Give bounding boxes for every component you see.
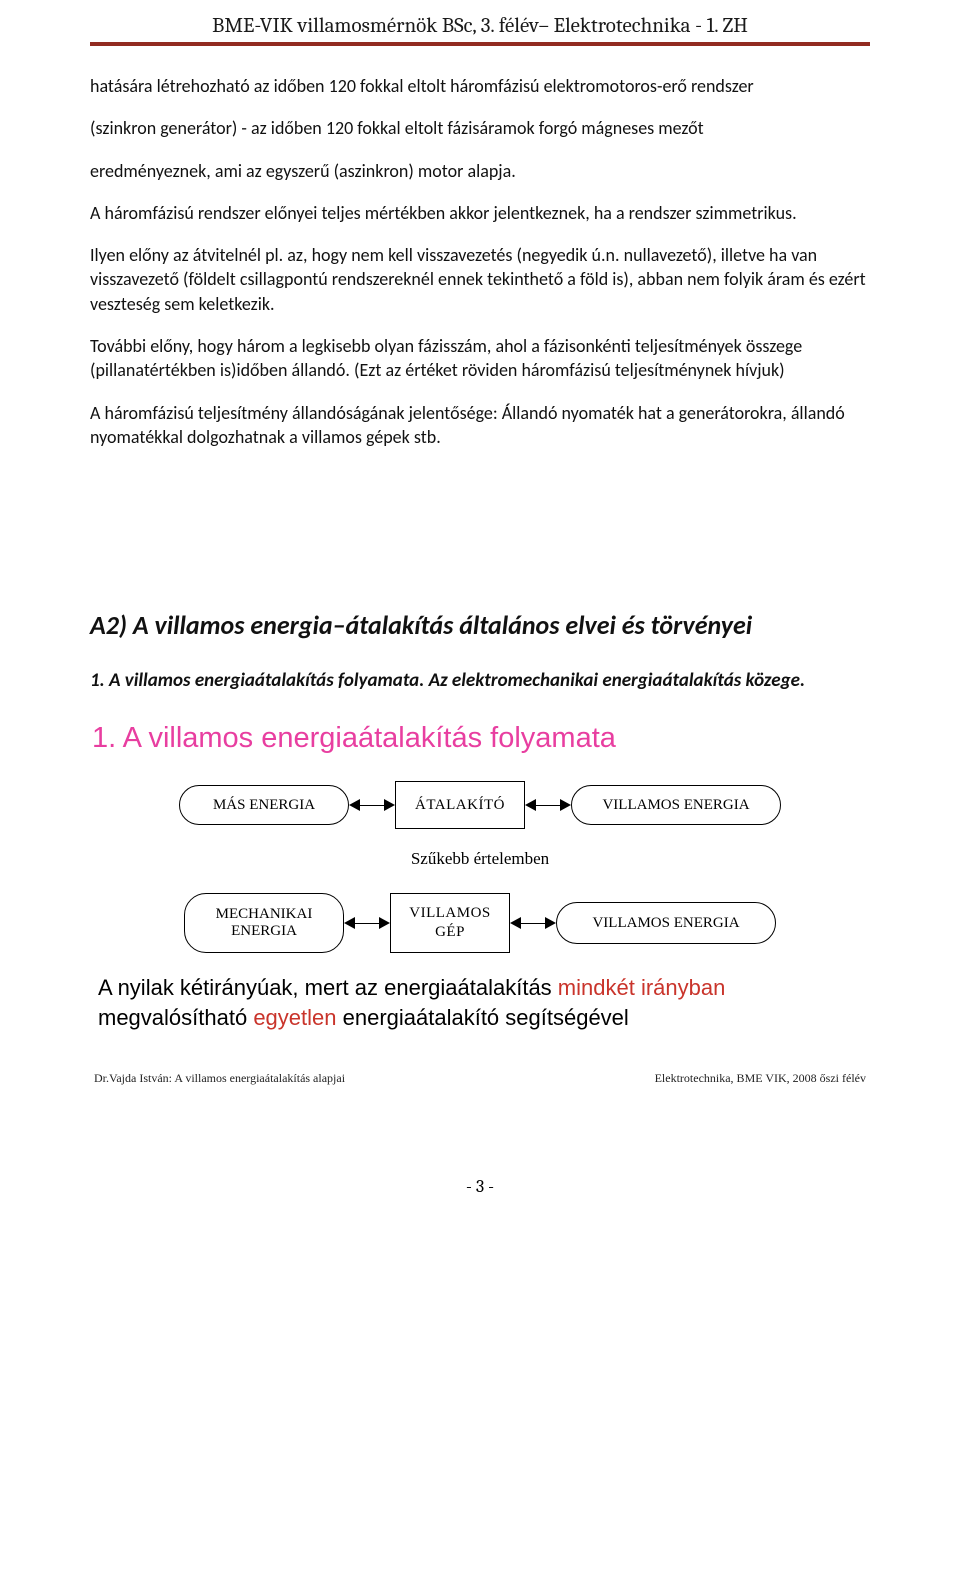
text-plain: megvalósítható — [98, 1005, 253, 1030]
slide-footer: Dr.Vajda István: A villamos energiaátala… — [90, 1071, 870, 1086]
slide-paragraph: A nyilak kétirányúak, mert az energiaáta… — [98, 973, 870, 1032]
double-arrow-icon — [510, 913, 556, 933]
flow-node-electric-energy-2: VILLAMOS ENERGIA — [556, 902, 776, 944]
page-number: 3 — [90, 1176, 870, 1197]
paragraph: A háromfázisú rendszer előnyei teljes mé… — [90, 201, 870, 225]
paragraph: hatására létrehozható az időben 120 fokk… — [90, 74, 870, 98]
double-arrow-icon — [349, 795, 395, 815]
flow-node-electric-machine: VILLAMOS GÉP — [390, 893, 510, 953]
double-arrow-icon — [525, 795, 571, 815]
slide-title: 1. A villamos energiaátalakítás folyamat… — [92, 722, 870, 755]
header-rule — [90, 42, 870, 46]
flow-node-other-energy: MÁS ENERGIA — [179, 785, 349, 825]
flow-node-electric-energy: VILLAMOS ENERGIA — [571, 785, 781, 825]
paragraph: A háromfázisú teljesítmény állandóságána… — [90, 401, 870, 450]
flow-node-converter: ÁTALAKÍTÓ — [395, 781, 525, 829]
flow-node-mechanical-energy: MECHANIKAI ENERGIA — [184, 893, 344, 953]
flow-row-1: MÁS ENERGIA ÁTALAKÍTÓ VILLAMOS ENERGIA — [90, 781, 870, 829]
slide-footer-left: Dr.Vajda István: A villamos energiaátala… — [94, 1071, 345, 1086]
paragraph: További előny, hogy három a legkisebb ol… — [90, 334, 870, 383]
paragraph: eredményeznek, ami az egyszerű (aszinkro… — [90, 159, 870, 183]
slide-footer-right: Elektrotechnika, BME VIK, 2008 őszi félé… — [655, 1071, 866, 1086]
section-heading: A2) A villamos energia–átalakítás általá… — [90, 609, 870, 641]
flow-row-2: MECHANIKAI ENERGIA VILLAMOS GÉP VILLAMOS… — [90, 893, 870, 953]
text-accent: mindkét irányban — [558, 975, 726, 1000]
text-plain: energiaátalakító segítségével — [337, 1005, 629, 1030]
slide-block: 1. A villamos energiaátalakítás folyamat… — [90, 722, 870, 1085]
body-text-block: hatására létrehozható az időben 120 fokk… — [90, 74, 870, 449]
text-plain: A nyilak kétirányúak, mert az energiaáta… — [98, 975, 558, 1000]
paragraph: Ilyen előny az átvitelnél pl. az, hogy n… — [90, 243, 870, 316]
double-arrow-icon — [344, 913, 390, 933]
section-subheading: 1. A villamos energiaátalakítás folyamat… — [90, 669, 870, 692]
text-accent: egyetlen — [253, 1005, 336, 1030]
flow-caption: Szűkebb értelemben — [90, 849, 870, 869]
paragraph: (szinkron generátor) - az időben 120 fok… — [90, 116, 870, 140]
running-head: BME-VIK villamosmérnök BSc, 3. félév– El… — [90, 0, 870, 42]
